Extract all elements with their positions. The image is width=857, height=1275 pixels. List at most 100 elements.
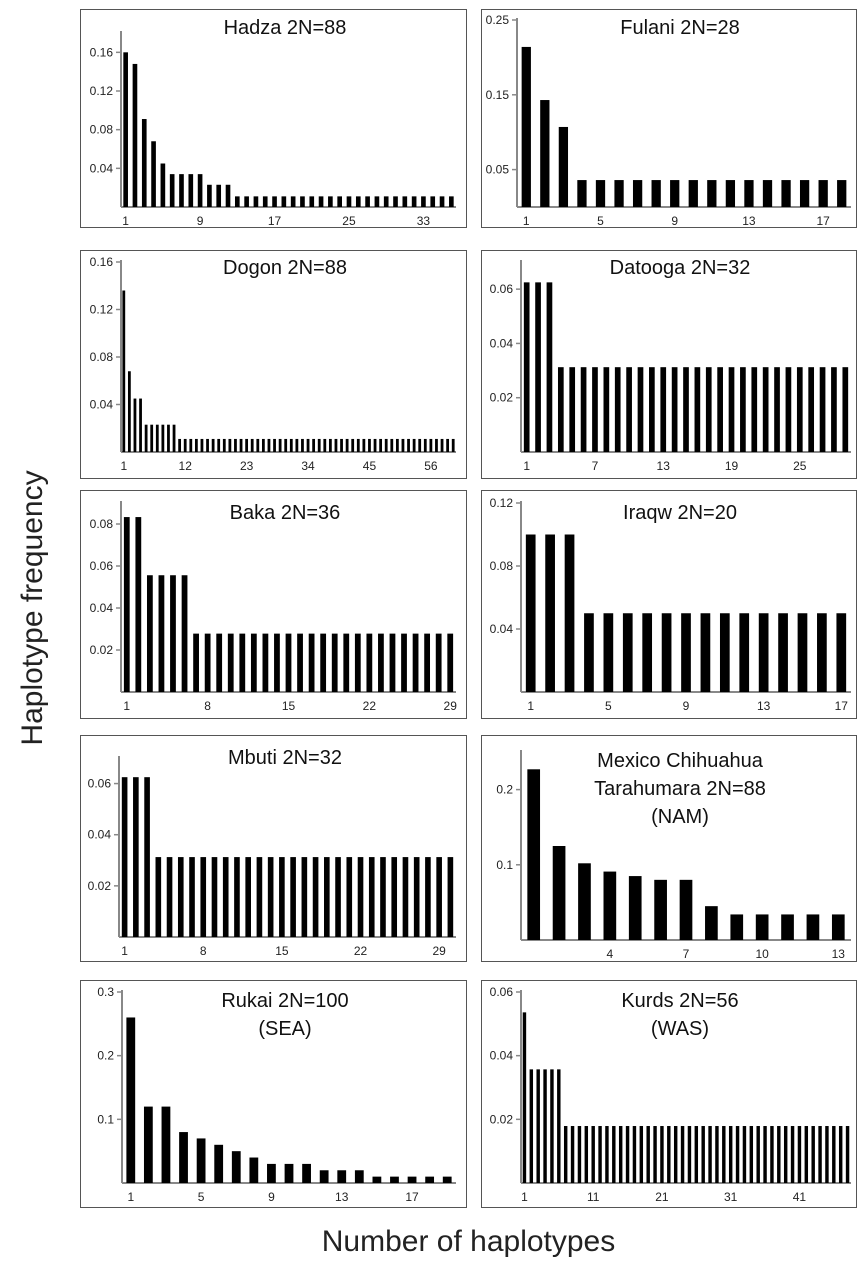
y-tick-label: 0.02 [90,643,114,657]
bar [391,857,398,937]
bar [318,196,324,207]
bar [540,100,550,207]
bar [412,633,419,692]
bar [401,438,405,452]
bar [550,1069,554,1183]
bar [346,857,353,937]
bar [818,1126,822,1183]
bar [842,367,849,452]
bar [783,1126,788,1183]
bar [267,1163,276,1183]
panel-title: Dogon 2N=88 [223,257,347,279]
panel-6: 0.04 0.08 0.12 1 5 9 13 17 Iraqw 2N=20 [481,490,857,719]
bar [354,1170,364,1183]
bar [642,613,653,692]
bar [384,438,388,452]
bar [172,424,176,452]
bar [777,1126,781,1183]
x-tick-label: 7 [592,459,599,473]
panel-title: Baka 2N=36 [230,502,341,524]
bar [328,438,332,452]
bar [679,879,693,940]
bar [584,1126,589,1183]
bar [309,196,315,207]
bar [150,424,154,452]
y-tick-label: 0.2 [496,783,513,797]
panel-frame [481,250,857,479]
bar [681,613,691,692]
bar [216,184,222,207]
y-tick-label: 0.08 [490,559,514,573]
x-tick-label: 1 [523,459,530,473]
bar [155,424,159,452]
bar [302,1163,311,1183]
bar [660,367,667,452]
bar [127,371,131,452]
bar [632,180,643,207]
x-tick-label: 1 [120,459,127,473]
y-tick-label: 0.02 [88,879,112,893]
bar [751,367,758,452]
bar [819,367,826,452]
bar [831,914,845,940]
x-tick-label: 19 [725,459,739,473]
bar [378,633,384,692]
bar [284,438,288,452]
x-tick-label: 29 [432,944,446,958]
bar [324,857,330,937]
x-tick-label: 4 [607,947,614,961]
bar [790,1126,795,1183]
bar [170,575,176,692]
bar [563,1126,568,1183]
bar [393,196,398,207]
x-tick-label: 17 [835,699,849,713]
y-tick-label: 0.06 [490,985,514,999]
bar [649,367,655,452]
x-tick-label: 45 [363,459,377,473]
bar [435,633,442,692]
bar [245,857,251,937]
bar [356,438,360,452]
bar [189,857,195,937]
bar [289,438,293,452]
bar [319,1170,329,1183]
bar [612,1126,616,1183]
bar [285,633,292,692]
bar [135,517,142,692]
bar [354,633,361,692]
y-tick-label: 0.16 [90,45,114,59]
x-tick-label: 22 [354,944,368,958]
bar [169,174,175,207]
bar [312,857,319,937]
bar [200,857,207,937]
bar [121,777,128,937]
x-tick-label: 17 [816,214,830,228]
bar [261,438,265,452]
bar [214,1144,224,1183]
bar [290,857,296,937]
x-tick-label: 21 [655,1190,669,1204]
bar [368,857,375,937]
bar [308,633,315,692]
bar [831,367,837,452]
y-tick-label: 0.04 [88,828,112,842]
bar [688,180,698,207]
bar [245,438,249,452]
bar [407,1176,417,1183]
bar [440,438,444,452]
panel-8: 0.1 0.2 4 7 10 13 Mexico Chihuahua Tarahumara 2… [481,735,857,962]
bar [717,367,723,452]
y-tick-label: 0.2 [97,1049,114,1063]
bar [373,438,377,452]
bar [239,633,246,692]
bar [234,438,237,452]
panel-frame [80,9,467,228]
bar [196,1138,206,1183]
bar [708,1126,712,1183]
bar [680,1126,685,1183]
bar [383,196,389,207]
bar [200,438,204,452]
x-tick-label: 13 [335,1190,349,1204]
bar [673,1126,678,1183]
bar [320,633,327,692]
